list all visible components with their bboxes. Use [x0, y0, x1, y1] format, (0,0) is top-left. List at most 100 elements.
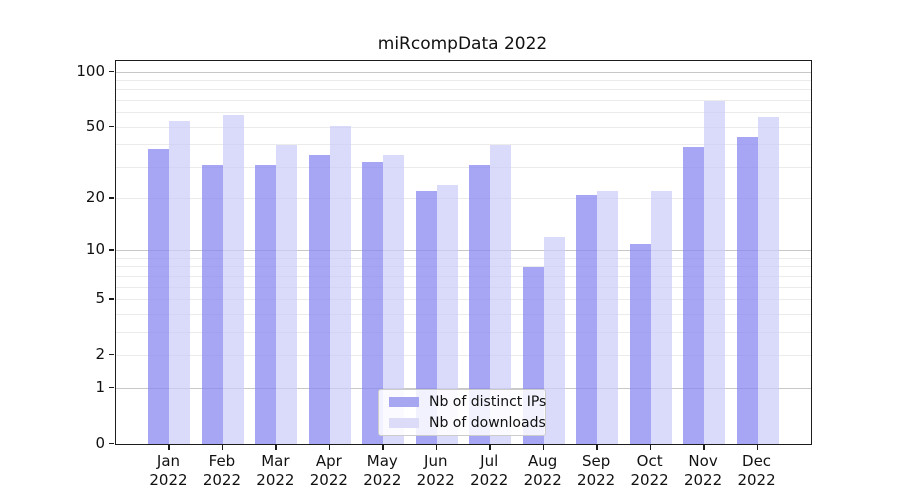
plot-area — [115, 60, 812, 445]
x-tick-label-jan: Jan 2022 — [138, 452, 198, 490]
x-tick-label-feb: Feb 2022 — [192, 452, 252, 490]
x-tick-label-aug: Aug 2022 — [513, 452, 573, 490]
minor-gridline — [116, 198, 811, 200]
minor-gridline — [116, 100, 811, 102]
y-tick-label-0: 0 — [95, 433, 105, 452]
minor-gridline — [116, 166, 811, 168]
bar-jun-downloads — [436, 184, 458, 444]
legend-item-downloads: Nb of downloads — [389, 415, 546, 431]
x-tick-mark — [649, 445, 652, 450]
y-tick-label-5: 5 — [95, 289, 105, 308]
bar-jan-distinct-ips — [148, 148, 170, 444]
y-tick-label-2: 2 — [95, 344, 105, 363]
bar-dec-distinct-ips — [736, 137, 758, 444]
x-tick-label-dec: Dec 2022 — [727, 452, 787, 490]
x-tick-mark — [703, 445, 705, 450]
legend: Nb of distinct IPs Nb of downloads — [378, 389, 546, 436]
x-tick-mark — [542, 445, 545, 450]
y-tick-mark — [109, 353, 114, 356]
bar-jun-distinct-ips — [415, 191, 437, 444]
minor-gridline — [116, 112, 811, 114]
bar-dec-downloads — [757, 116, 779, 444]
x-tick-label-may: May 2022 — [352, 452, 412, 490]
minor-gridline — [116, 313, 811, 315]
y-tick-mark — [109, 249, 114, 251]
x-tick-mark — [382, 445, 384, 450]
bar-sep-distinct-ips — [576, 194, 598, 444]
chart-title: miRcompData 2022 — [377, 34, 548, 54]
minor-gridline — [116, 126, 811, 128]
bar-mar-distinct-ips — [255, 164, 277, 444]
legend-swatch-distinct-ips — [389, 397, 419, 407]
x-tick-mark — [435, 445, 438, 450]
y-tick-mark — [109, 197, 114, 199]
x-tick-mark — [328, 445, 331, 450]
minor-gridline — [116, 286, 811, 288]
x-tick-label-jun: Jun 2022 — [406, 452, 466, 490]
y-tick-mark — [109, 442, 114, 444]
y-tick-mark — [109, 386, 114, 389]
bar-jul-distinct-ips — [469, 164, 491, 444]
y-tick-mark — [109, 125, 114, 128]
x-tick-label-year: 2022 — [470, 471, 509, 489]
y-tick-label-10: 10 — [85, 240, 105, 259]
major-gridline — [116, 250, 811, 252]
legend-swatch-downloads — [389, 418, 419, 428]
minor-gridline — [116, 144, 811, 146]
x-tick-label-year: 2022 — [523, 471, 562, 489]
minor-gridline — [116, 354, 811, 356]
x-tick-label-year: 2022 — [737, 471, 776, 489]
legend-label-downloads: Nb of downloads — [429, 415, 546, 431]
bar-oct-distinct-ips — [629, 243, 651, 444]
x-tick-label-sep: Sep 2022 — [566, 452, 626, 490]
minor-gridline — [116, 331, 811, 333]
bar-nov-distinct-ips — [683, 146, 705, 444]
bar-oct-downloads — [650, 191, 672, 444]
bar-may-downloads — [383, 155, 405, 444]
minor-gridline — [116, 257, 811, 259]
y-tick-label-100: 100 — [76, 61, 105, 80]
x-tick-label-year: 2022 — [630, 471, 669, 489]
x-tick-label-jul: Jul 2022 — [459, 452, 519, 490]
x-tick-mark — [489, 445, 491, 450]
bar-apr-downloads — [329, 125, 351, 444]
x-tick-mark — [168, 445, 170, 450]
minor-gridline — [116, 299, 811, 301]
y-tick-mark — [109, 298, 114, 300]
y-tick-mark — [109, 70, 114, 73]
major-gridline — [116, 71, 811, 73]
x-tick-mark — [275, 445, 277, 450]
x-tick-label-year: 2022 — [683, 471, 723, 489]
bar-may-distinct-ips — [362, 162, 384, 444]
x-tick-mark — [596, 445, 598, 450]
minor-gridline — [116, 275, 811, 277]
bar-feb-distinct-ips — [201, 164, 223, 444]
x-tick-label-year: 2022 — [309, 471, 348, 489]
x-tick-label-year: 2022 — [202, 471, 242, 489]
x-tick-label-year: 2022 — [577, 471, 616, 489]
minor-gridline — [116, 80, 811, 82]
x-tick-label-year: 2022 — [363, 471, 402, 489]
x-tick-label-year: 2022 — [149, 471, 188, 489]
minor-gridline — [116, 266, 811, 268]
x-tick-label-apr: Apr 2022 — [299, 452, 359, 490]
bar-sep-downloads — [597, 191, 619, 444]
bar-jan-downloads — [169, 121, 191, 444]
x-tick-mark — [221, 445, 224, 450]
y-tick-label-1: 1 — [95, 377, 105, 396]
x-tick-label-nov: Nov 2022 — [673, 452, 733, 490]
bar-feb-downloads — [222, 115, 244, 444]
bar-apr-distinct-ips — [308, 155, 330, 444]
legend-item-distinct-ips: Nb of distinct IPs — [389, 394, 546, 410]
bar-aug-downloads — [543, 237, 565, 444]
y-tick-label-20: 20 — [85, 188, 105, 207]
x-tick-mark — [756, 445, 759, 450]
bar-jul-downloads — [490, 144, 512, 444]
minor-gridline — [116, 89, 811, 91]
x-tick-label-year: 2022 — [416, 471, 455, 489]
major-gridline — [116, 387, 811, 389]
bar-nov-downloads — [704, 100, 726, 444]
y-tick-label-50: 50 — [85, 116, 105, 135]
x-tick-label-oct: Oct 2022 — [620, 452, 680, 490]
bar-mar-downloads — [276, 144, 298, 444]
